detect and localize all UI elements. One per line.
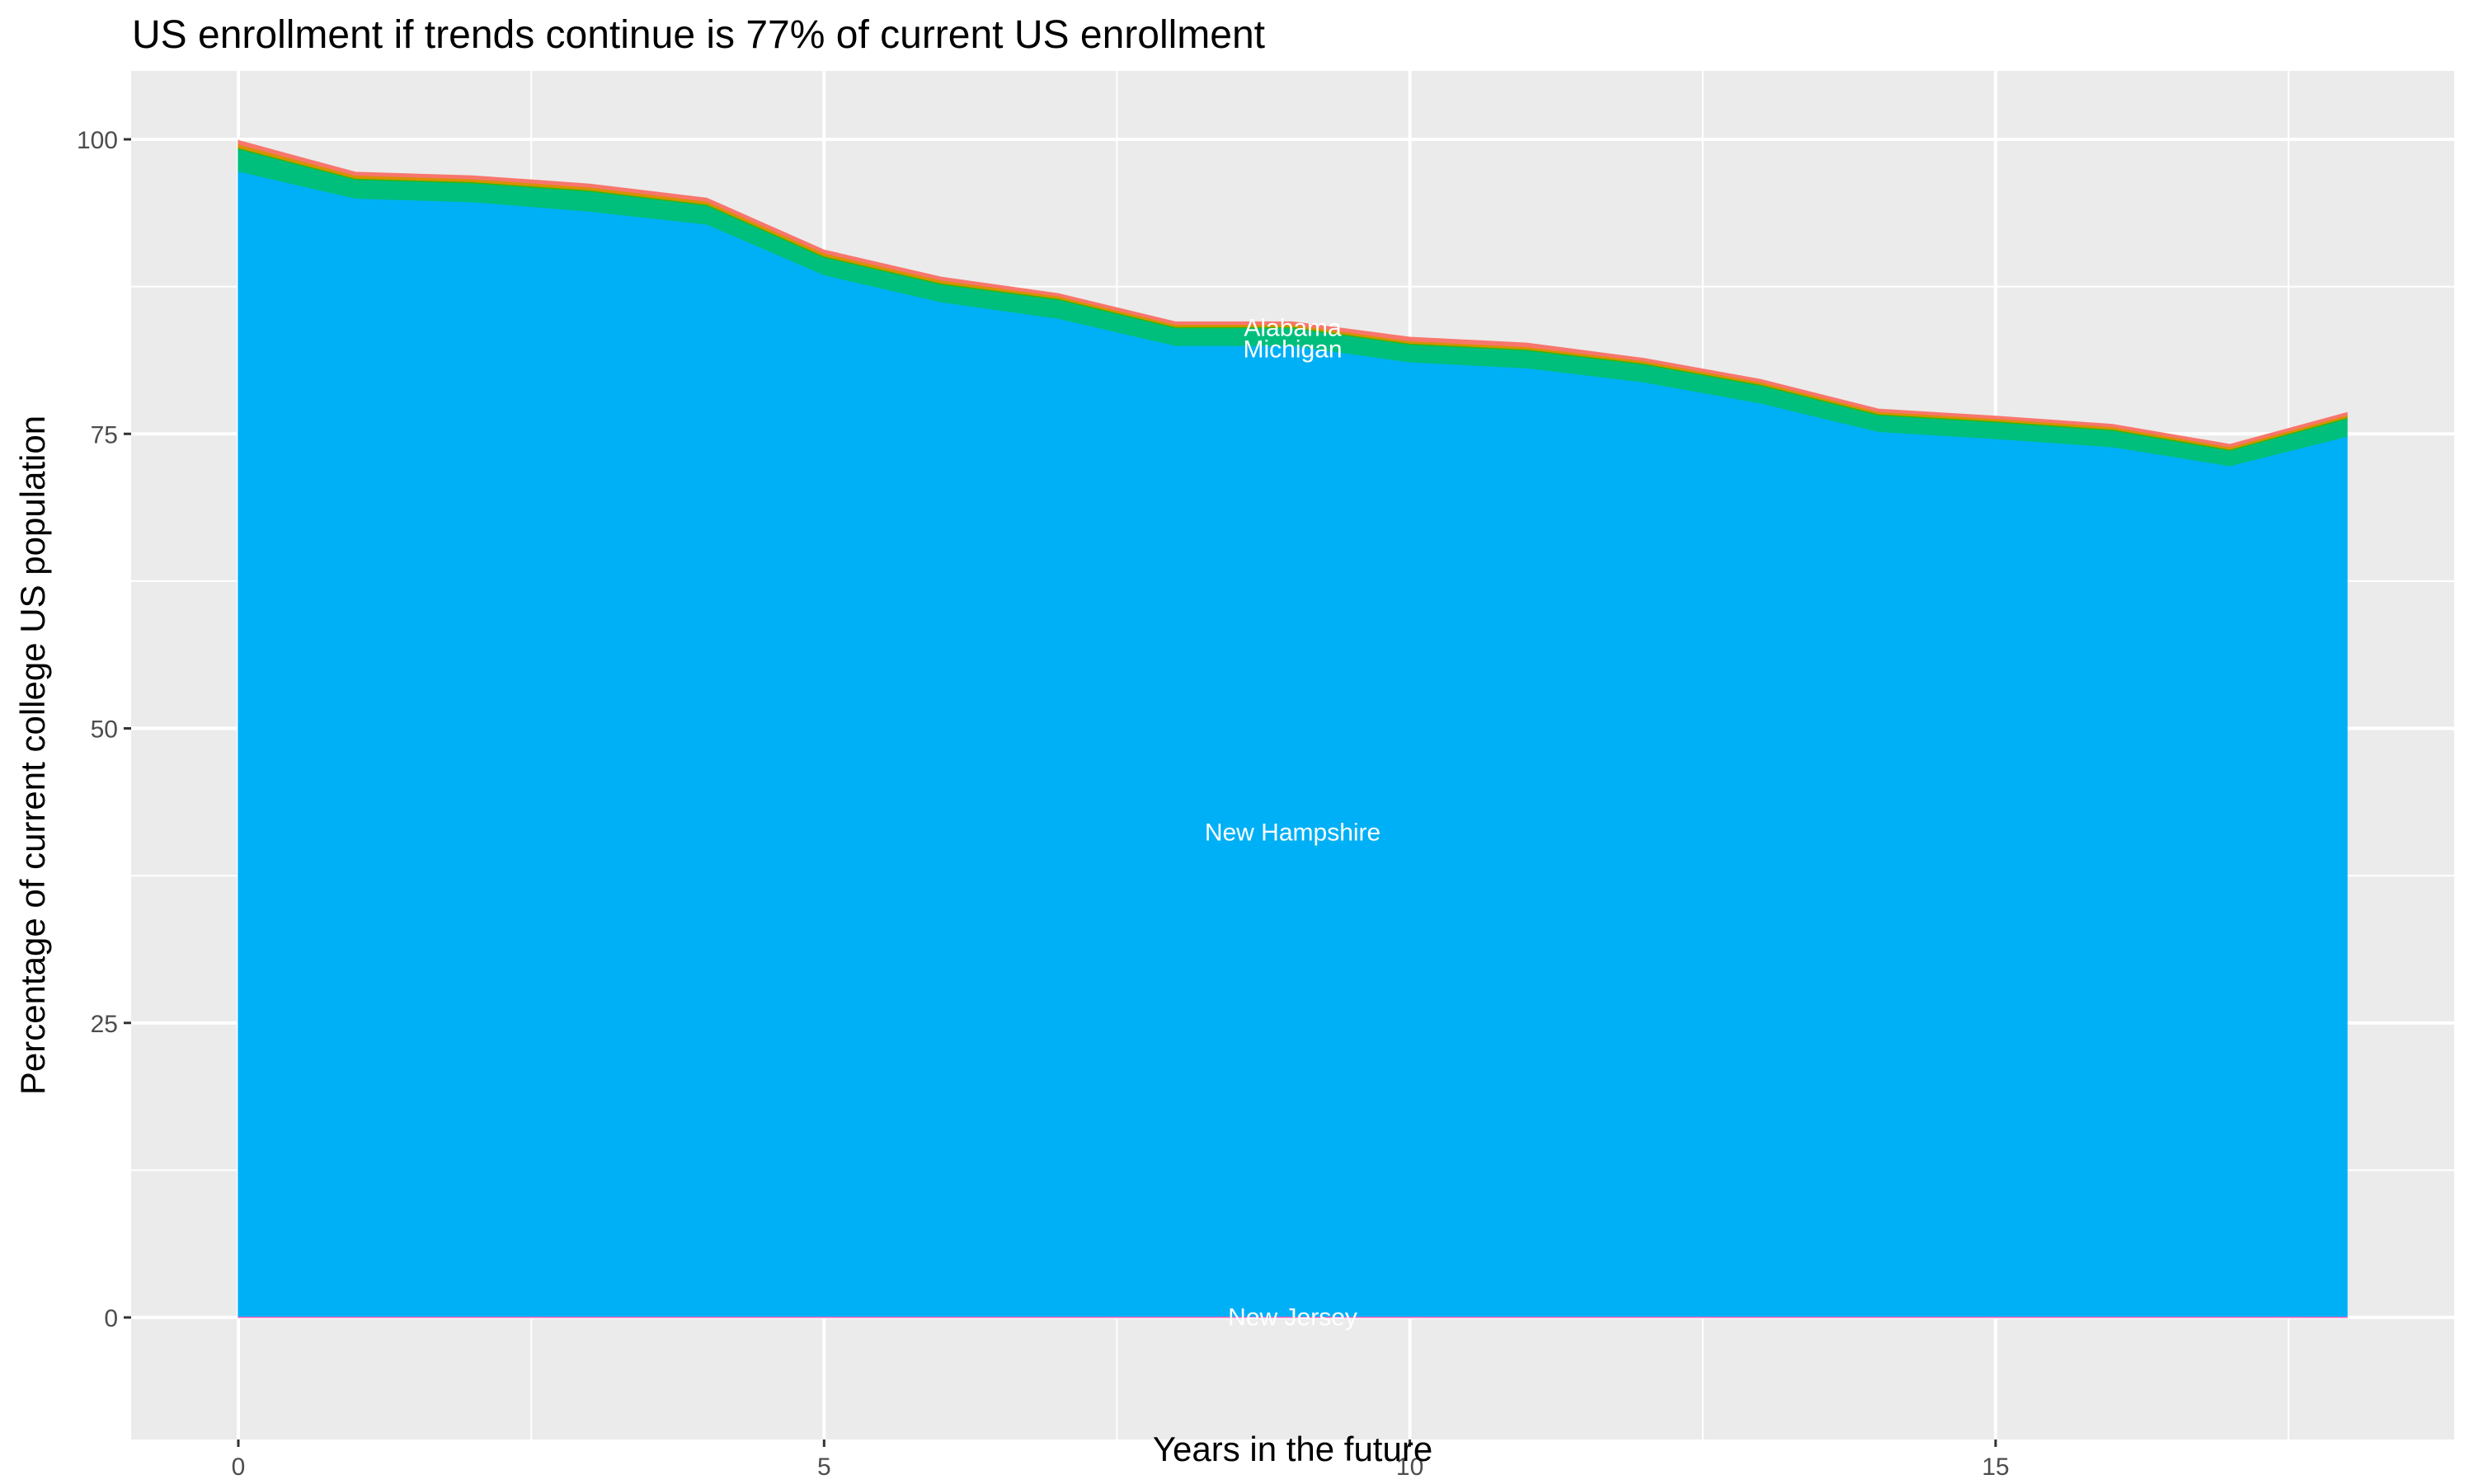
label-new-jersey: New Jersey	[1228, 1303, 1357, 1331]
y-axis-title: Percentage of current college US populat…	[13, 416, 52, 1095]
y-tick-label: 0	[104, 1305, 118, 1332]
y-tick-label: 100	[77, 127, 118, 154]
area-alabama	[238, 139, 2348, 448]
y-tick-label: 75	[91, 421, 118, 448]
label-michigan: Michigan	[1244, 336, 1343, 363]
y-tick-label: 50	[91, 716, 118, 744]
x-axis-title: Years in the future	[1153, 1430, 1432, 1468]
label-new-hampshire: New Hampshire	[1205, 819, 1380, 846]
y-axis: 0 25 50 75 100	[77, 127, 131, 1332]
x-tick-label: 10	[1396, 1453, 1423, 1481]
x-tick-label: 5	[817, 1453, 831, 1481]
label-alabama: Alabama	[1244, 315, 1342, 342]
chart-title: US enrollment if trends continue is 77% …	[132, 13, 1265, 57]
x-tick-label: 0	[232, 1453, 246, 1481]
y-tick-label: 25	[91, 1011, 118, 1038]
area-layers	[238, 139, 2348, 1318]
x-axis: 0 5 10 15	[232, 1439, 2010, 1481]
x-tick-label: 15	[1982, 1453, 2009, 1481]
